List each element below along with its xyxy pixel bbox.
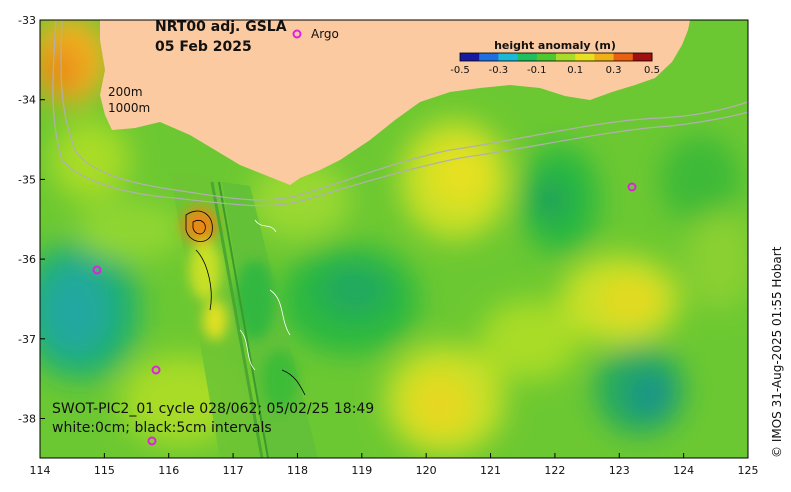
y-tick-label: -35: [18, 173, 36, 186]
argo-float-marker: [92, 265, 102, 275]
x-tick-label: 121: [480, 464, 501, 477]
x-tick-label: 123: [609, 464, 630, 477]
colorbar-swatch: [613, 53, 634, 61]
colorbar-swatch: [460, 53, 480, 61]
colorbar: height anomaly (m) -0.5 -0.3 -0.1 0.1 0.3 0.5: [450, 39, 660, 76]
colorbar-tick-label: -0.3: [489, 65, 509, 76]
colorbar-tick-label: 0.5: [644, 65, 660, 76]
argo-float-marker: [627, 182, 637, 192]
colorbar-title: height anomaly (m): [494, 39, 616, 52]
contour-caption: white:0cm; black:5cm intervals: [52, 420, 272, 436]
x-tick-label: 125: [738, 464, 759, 477]
isobath-label-1000m: 1000m: [108, 101, 150, 115]
x-tick-label: 122: [544, 464, 565, 477]
y-tick-label: -33: [18, 14, 36, 27]
y-axis: -33 -34 -35 -36 -37 -38: [18, 14, 45, 426]
colorbar-swatch: [575, 53, 595, 61]
x-tick-label: 114: [30, 464, 51, 477]
colorbar-ticks: -0.5 -0.3 -0.1 0.1 0.3 0.5: [450, 65, 660, 76]
y-tick-label: -38: [18, 413, 36, 426]
colorbar-tick-label: -0.1: [527, 65, 547, 76]
map-date: 05 Feb 2025: [155, 39, 252, 55]
isobaths: [52, 20, 748, 207]
x-tick-label: 115: [94, 464, 115, 477]
x-tick-label: 116: [158, 464, 179, 477]
argo-float-marker: [151, 365, 161, 375]
x-tick-label: 120: [416, 464, 437, 477]
x-tick-label: 124: [673, 464, 694, 477]
plot-frame: [39, 19, 749, 459]
colorbar-swatches: [460, 53, 653, 61]
colorbar-tick-label: 0.3: [606, 65, 622, 76]
x-axis: 114 115 116 117 118 119 120 121 122 123 124 125: [30, 453, 759, 477]
y-tick-label: -36: [18, 253, 36, 266]
colorbar-swatch: [498, 53, 519, 61]
argo-legend-label: Argo: [311, 27, 339, 41]
x-tick-label: 117: [223, 464, 244, 477]
colorbar-swatch: [479, 53, 499, 61]
plot-area: [40, 20, 748, 458]
argo-floats: [92, 29, 637, 446]
argo-legend-marker: [292, 29, 302, 39]
swath-caption: SWOT-PIC2_01 cycle 028/062; 05/02/25 18:…: [52, 401, 374, 417]
swot-swath: [170, 172, 318, 458]
map-title: NRT00 adj. GSLA: [155, 19, 287, 35]
colorbar-swatch: [556, 53, 576, 61]
y-tick-label: -37: [18, 333, 36, 346]
credit-text: © IMOS 31-Aug-2025 01:55 Hobart: [770, 246, 784, 458]
colorbar-swatch: [632, 53, 653, 61]
argo-float-marker: [147, 436, 157, 446]
x-tick-label: 118: [287, 464, 308, 477]
anomaly-field: [40, 20, 748, 455]
y-tick-label: -34: [18, 94, 36, 107]
colorbar-swatch: [594, 53, 615, 61]
isobath-label-200m: 200m: [108, 85, 143, 99]
colorbar-swatch: [517, 53, 538, 61]
colorbar-swatch: [536, 53, 557, 61]
colorbar-tick-label: -0.5: [450, 65, 470, 76]
x-tick-label: 119: [351, 464, 372, 477]
colorbar-tick-label: 0.1: [567, 65, 583, 76]
